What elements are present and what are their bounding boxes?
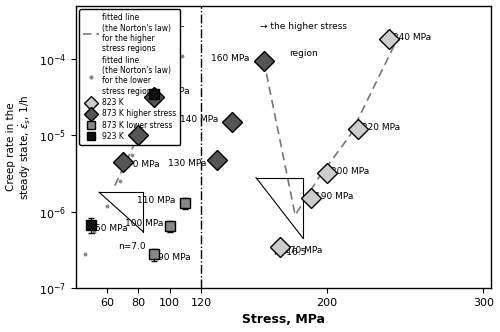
Text: region: region	[128, 49, 158, 58]
Text: 130 MPa: 130 MPa	[168, 159, 206, 168]
Text: 110 MPa: 110 MPa	[137, 197, 175, 206]
Text: 50 MPa: 50 MPa	[96, 223, 128, 232]
Text: n=7.0: n=7.0	[118, 242, 146, 251]
Text: 80 MPa: 80 MPa	[142, 129, 175, 138]
Text: 220 MPa: 220 MPa	[362, 123, 400, 132]
Text: 90 MPa: 90 MPa	[158, 253, 191, 262]
Y-axis label: Creep rate in the
steady state, $\dot{\varepsilon}_s$, 1/h: Creep rate in the steady state, $\dot{\v…	[6, 94, 33, 200]
Legend: fitted line
(the Norton's law)
for the higher
stress regions, fitted line
(the N: fitted line (the Norton's law) for the h…	[80, 9, 180, 145]
Text: 240 MPa: 240 MPa	[394, 33, 432, 42]
Text: region: region	[288, 49, 318, 58]
Text: 70 MPa: 70 MPa	[127, 160, 160, 169]
Text: 140 MPa: 140 MPa	[180, 115, 218, 124]
Text: → the higher stress: → the higher stress	[260, 22, 346, 31]
Text: 90 MPa: 90 MPa	[157, 87, 190, 96]
Text: n=16.5: n=16.5	[273, 248, 306, 257]
Text: the lower stress ←: the lower stress ←	[102, 22, 184, 31]
Text: 190 MPa: 190 MPa	[315, 192, 354, 201]
Text: 170 MPa: 170 MPa	[284, 246, 322, 255]
Text: 160 MPa: 160 MPa	[211, 54, 250, 63]
Text: 200 MPa: 200 MPa	[330, 167, 369, 176]
X-axis label: Stress, MPa: Stress, MPa	[242, 313, 325, 326]
Text: 100 MPa: 100 MPa	[126, 219, 164, 228]
